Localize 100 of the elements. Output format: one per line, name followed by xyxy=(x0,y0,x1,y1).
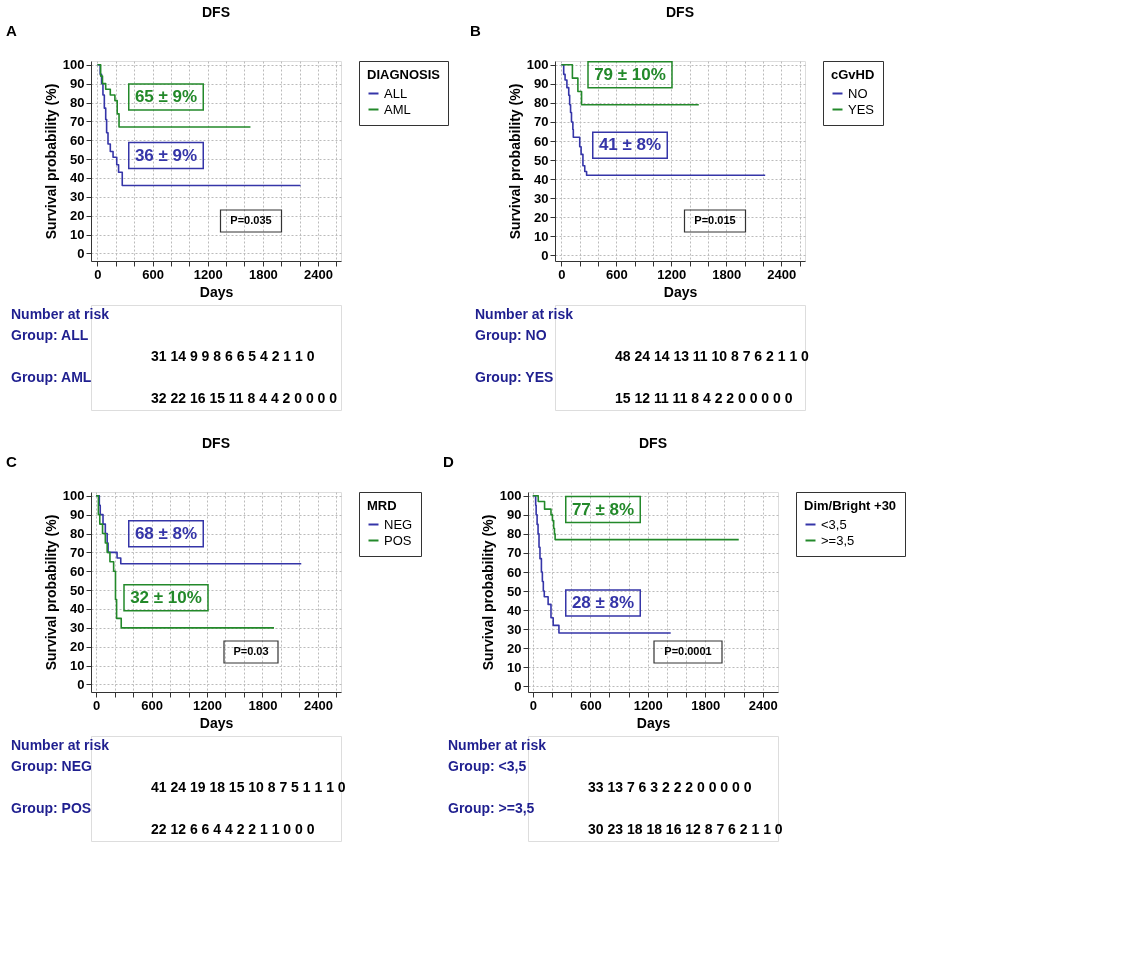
y-axis-title: Survival probability (%) xyxy=(479,514,496,671)
text: Group: AML xyxy=(11,369,92,385)
y-tick-label: 10 xyxy=(70,658,85,674)
x-tick-label: 1200 xyxy=(193,266,223,282)
annotation: 36 ± 9% xyxy=(134,145,198,165)
y-tick-label: 60 xyxy=(534,133,549,149)
y-tick-label: 90 xyxy=(534,76,549,92)
x-tick-label: 2400 xyxy=(748,697,778,713)
annotation: 65 ± 9% xyxy=(134,87,198,107)
y-tick-label: 70 xyxy=(507,545,522,561)
annotation: 32 ± 10% xyxy=(130,587,202,607)
chart-title: DFS xyxy=(666,4,694,20)
legend-label: YES xyxy=(848,101,875,117)
x-tick-label: 2400 xyxy=(303,697,333,713)
legend-label: >=3,5 xyxy=(821,532,855,548)
legend-title: cGvHD xyxy=(831,67,875,82)
y-tick-label: 50 xyxy=(534,152,549,168)
y-tick-label: 80 xyxy=(70,95,85,111)
y-tick-label: 90 xyxy=(70,76,85,92)
legend-label: ALL xyxy=(384,85,408,101)
x-tick-label: 1800 xyxy=(248,266,278,282)
y-axis-title: Survival probability (%) xyxy=(42,83,59,240)
x-tick-label: 2400 xyxy=(304,266,333,282)
x-axis-title: Days xyxy=(199,283,234,300)
legend-label: POS xyxy=(384,532,412,548)
annotation: P=0.015 xyxy=(694,214,736,226)
y-tick-label: 100 xyxy=(499,488,522,504)
y-tick-label: 20 xyxy=(70,208,85,224)
y-tick-label: 70 xyxy=(70,544,85,560)
x-tick-label: 1200 xyxy=(657,266,687,282)
legend-title: Dim/Bright +30 xyxy=(804,498,897,513)
x-tick-label: 600 xyxy=(141,697,163,713)
legend-label: NO xyxy=(848,85,868,101)
annotation: P=0.035 xyxy=(230,214,272,226)
annotation: 79 ± 10% xyxy=(594,64,666,84)
y-tick-label: 70 xyxy=(534,114,549,130)
x-axis-title: Days xyxy=(636,714,671,731)
chart-title: DFS xyxy=(639,435,667,451)
y-tick-label: 0 xyxy=(514,678,522,694)
x-tick-label: 600 xyxy=(579,697,602,713)
y-tick-label: 50 xyxy=(70,582,85,598)
text: 48 24 14 13 11 10 8 7 6 2 1 1 0 xyxy=(615,348,810,364)
y-tick-label: 0 xyxy=(541,247,549,263)
x-tick-label: 1800 xyxy=(712,266,742,282)
y-tick-label: 40 xyxy=(70,170,85,186)
text: A xyxy=(6,22,17,39)
x-tick-label: 2400 xyxy=(767,266,797,282)
y-tick-label: 40 xyxy=(70,601,85,617)
y-tick-label: 40 xyxy=(534,171,549,187)
text: Number at risk xyxy=(11,306,110,322)
x-tick-label: 1200 xyxy=(193,697,222,713)
text: Group: >=3,5 xyxy=(448,800,535,816)
y-tick-label: 90 xyxy=(70,507,85,523)
y-tick-label: 10 xyxy=(534,228,549,244)
text: 33 13 7 6 3 2 2 2 0 0 0 0 0 xyxy=(588,779,752,795)
text: 30 23 18 18 16 12 8 7 6 2 1 1 0 xyxy=(588,821,783,837)
text: 22 12 6 6 4 4 2 2 1 1 0 0 0 xyxy=(151,821,315,837)
x-tick-label: 600 xyxy=(142,266,164,282)
y-tick-label: 0 xyxy=(77,245,85,261)
y-tick-label: 90 xyxy=(507,507,522,523)
y-tick-label: 0 xyxy=(77,676,85,692)
y-tick-label: 60 xyxy=(70,132,85,148)
text: D xyxy=(443,453,454,470)
x-tick-label: 0 xyxy=(558,266,566,282)
y-tick-label: 50 xyxy=(507,583,522,599)
x-tick-label: 600 xyxy=(606,266,628,282)
x-tick-label: 1800 xyxy=(248,697,278,713)
x-tick-label: 0 xyxy=(92,697,101,713)
annotation: 28 ± 8% xyxy=(571,592,635,612)
y-tick-label: 60 xyxy=(70,563,85,579)
x-axis-title: Days xyxy=(199,714,234,731)
text: Group: YES xyxy=(475,369,554,385)
text: 31 14 9 9 8 6 6 5 4 2 1 1 0 xyxy=(151,348,315,364)
y-tick-label: 50 xyxy=(70,151,85,167)
y-tick-label: 10 xyxy=(507,659,522,675)
text: Number at risk xyxy=(448,737,547,753)
y-tick-label: 30 xyxy=(507,621,522,637)
text: Group: ALL xyxy=(11,327,89,343)
y-tick-label: 80 xyxy=(507,526,522,542)
text: 41 24 19 18 15 10 8 7 5 1 1 1 0 xyxy=(151,779,346,795)
annotation: 41 ± 8% xyxy=(598,135,662,155)
text: Group: <3,5 xyxy=(448,758,527,774)
legend-title: MRD xyxy=(367,498,397,513)
x-tick-label: 1800 xyxy=(691,697,721,713)
x-tick-label: 0 xyxy=(94,266,102,282)
y-tick-label: 40 xyxy=(507,602,522,618)
annotation: 77 ± 8% xyxy=(571,499,635,519)
legend-title: DIAGNOSIS xyxy=(367,67,441,82)
text: Group: NEG xyxy=(11,758,92,774)
y-tick-label: 100 xyxy=(62,488,85,504)
text: Number at risk xyxy=(475,306,574,322)
legend-label: <3,5 xyxy=(821,516,847,532)
y-tick-label: 100 xyxy=(62,57,85,73)
annotation: 68 ± 8% xyxy=(134,523,198,543)
y-tick-label: 30 xyxy=(534,190,549,206)
text: 15 12 11 11 8 4 2 2 0 0 0 0 0 xyxy=(615,390,793,406)
text: Number at risk xyxy=(11,737,110,753)
y-tick-label: 20 xyxy=(507,640,522,656)
y-tick-label: 30 xyxy=(70,620,85,636)
x-tick-label: 1200 xyxy=(633,697,663,713)
